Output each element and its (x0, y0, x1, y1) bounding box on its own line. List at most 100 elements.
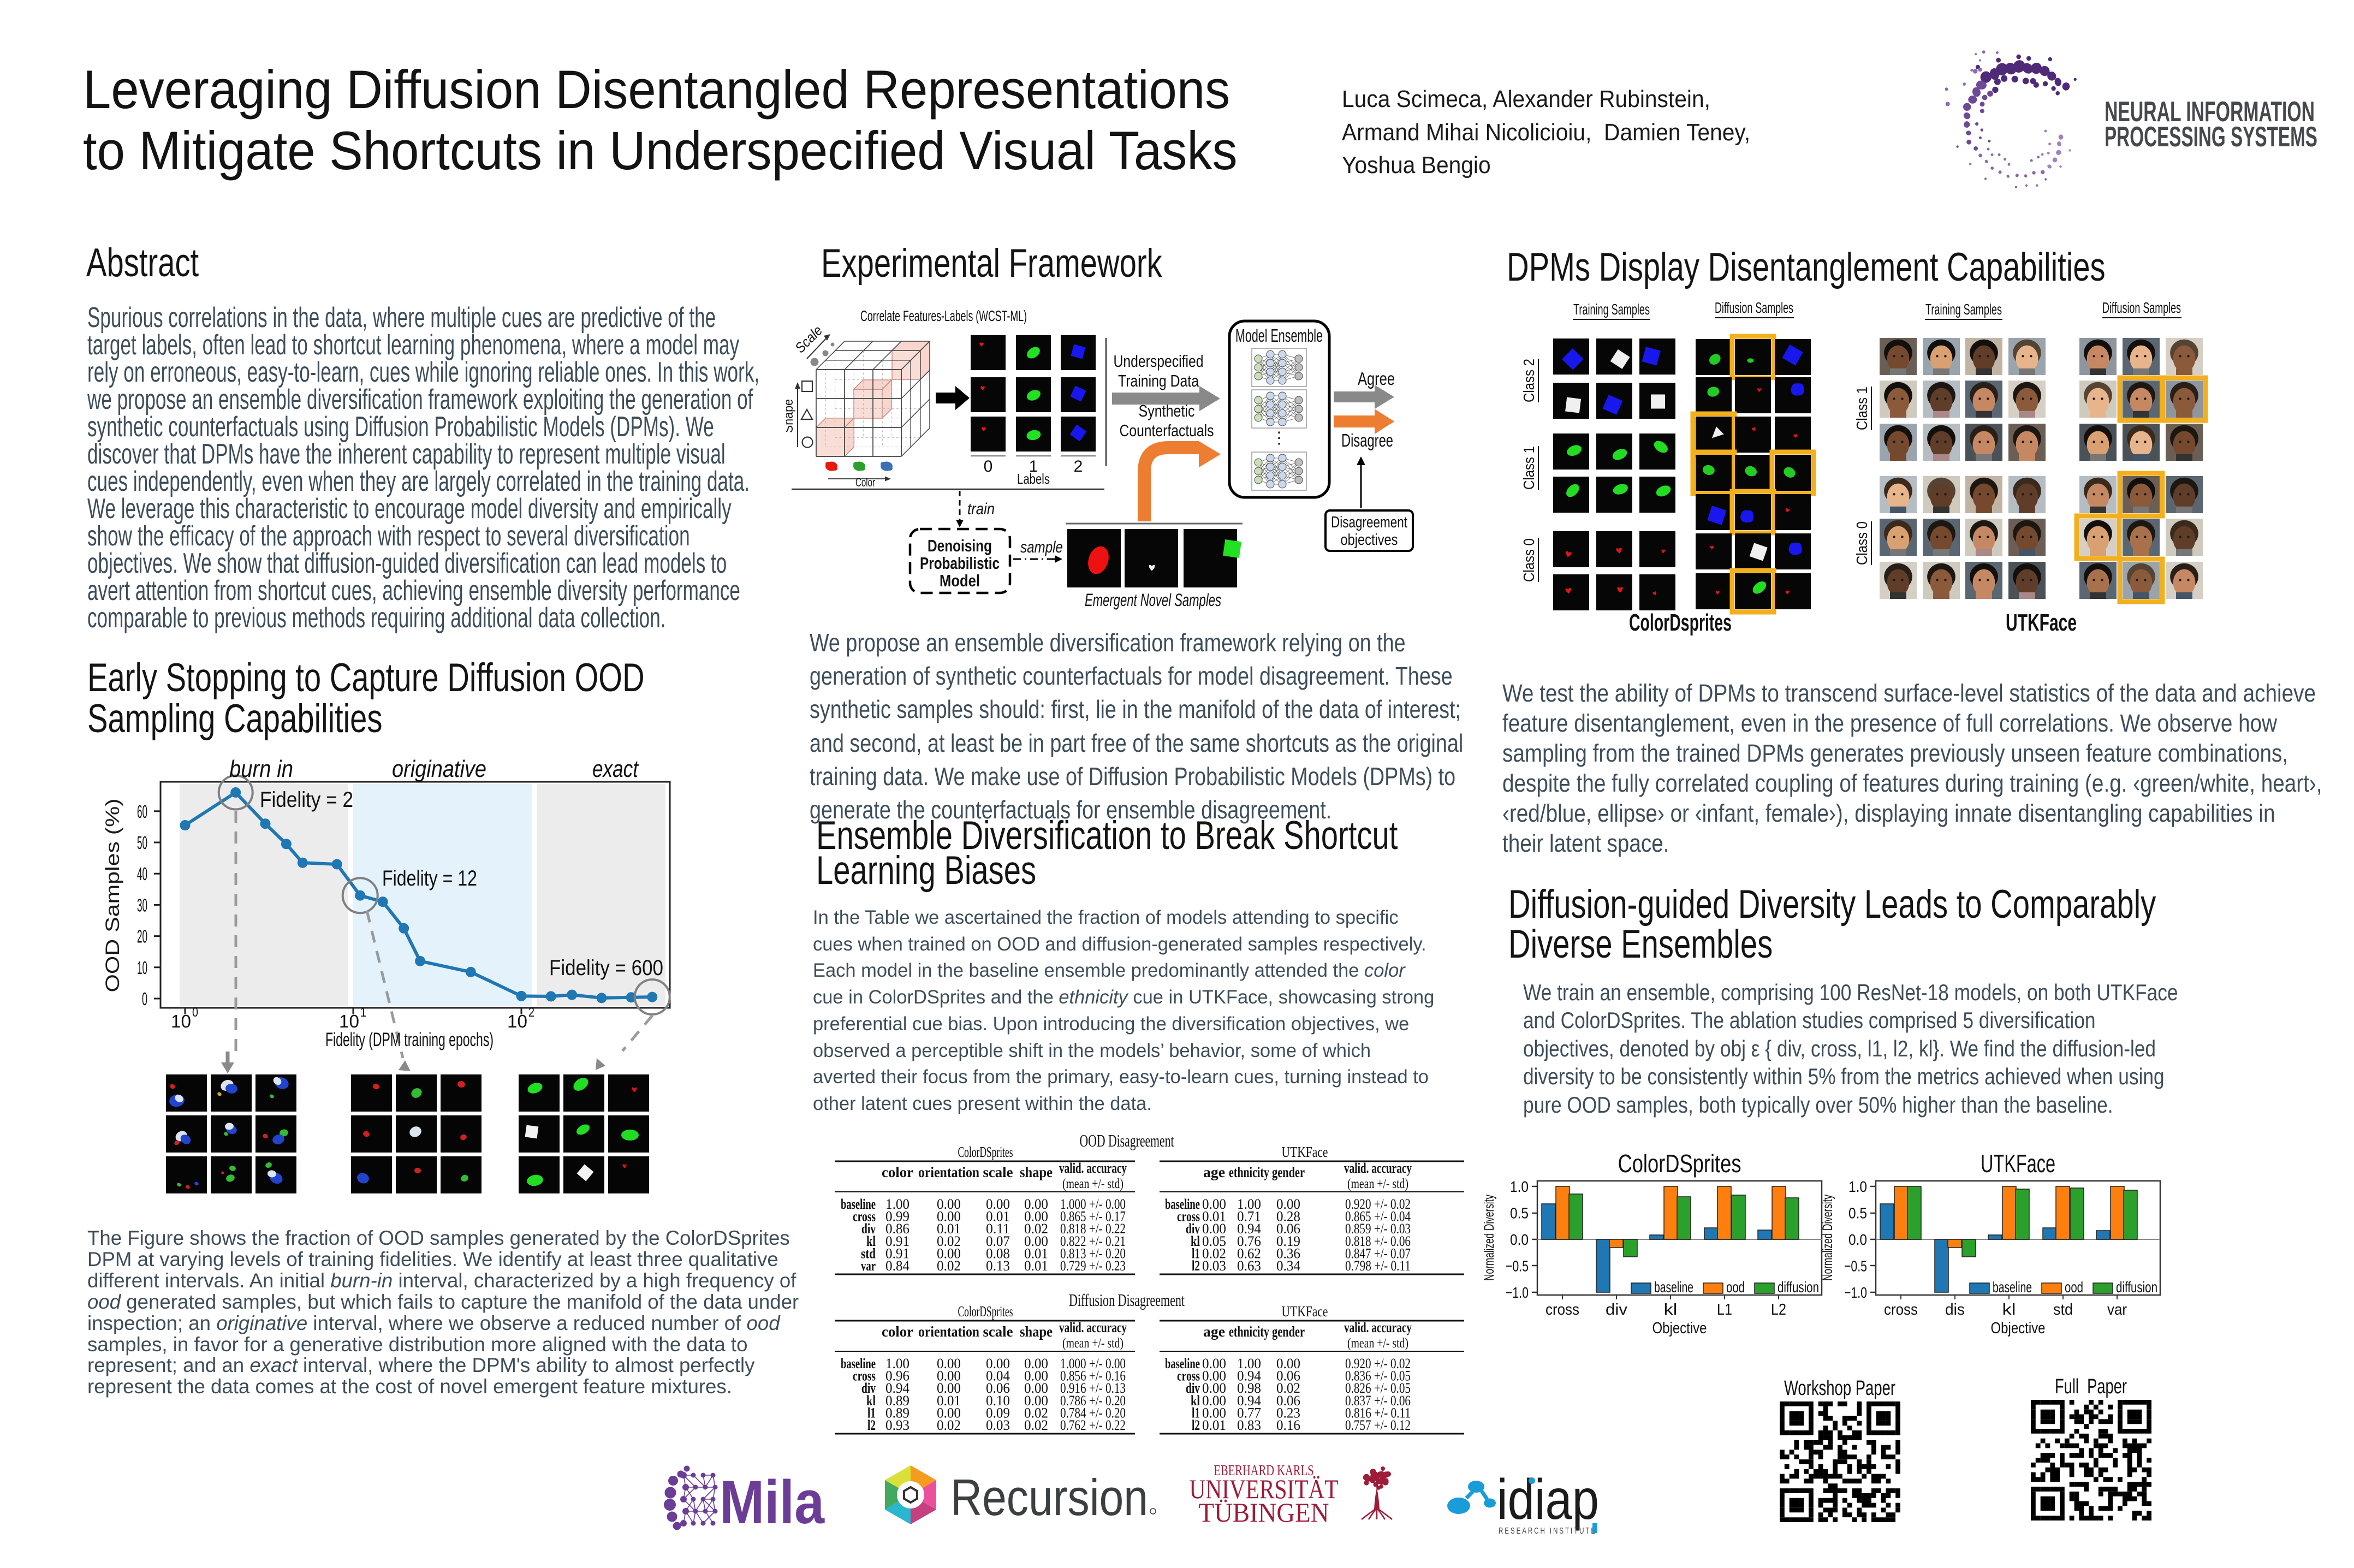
svg-text:div: div (1186, 1221, 1200, 1237)
svg-text:0.816 +/- 0.11: 0.816 +/- 0.11 (1345, 1405, 1411, 1421)
svg-text:0.93: 0.93 (885, 1417, 910, 1433)
svg-text:l1: l1 (867, 1405, 876, 1421)
svg-text:0.07: 0.07 (986, 1233, 1010, 1249)
svg-text:kl: kl (866, 1233, 876, 1249)
svg-text:kl: kl (1191, 1393, 1200, 1409)
svg-text:1.00: 1.00 (885, 1356, 910, 1371)
svg-text:0: 0 (142, 989, 147, 1009)
svg-text:Shape: Shape (786, 399, 796, 433)
svg-text:Training Data: Training Data (1118, 371, 1199, 390)
svg-text:ood: ood (2065, 1279, 2083, 1296)
svg-text:0.729 +/- 0.23: 0.729 +/- 0.23 (1060, 1258, 1126, 1274)
svg-text:diffusion: diffusion (2116, 1279, 2157, 1296)
svg-text:0.786 +/- 0.20: 0.786 +/- 0.20 (1060, 1393, 1126, 1409)
svg-text:objectives: objectives (1341, 531, 1398, 549)
svg-text:0.36: 0.36 (1276, 1245, 1300, 1261)
svg-text:0.01: 0.01 (1202, 1209, 1226, 1225)
svg-text:0.818 +/- 0.06: 0.818 +/- 0.06 (1345, 1233, 1411, 1249)
svg-text:0.00: 0.00 (1024, 1356, 1048, 1371)
svg-text:0.08: 0.08 (986, 1245, 1010, 1261)
svg-text:baseline: baseline (1654, 1279, 1693, 1296)
svg-text:0.00: 0.00 (1276, 1196, 1300, 1212)
svg-text:0.02: 0.02 (937, 1417, 961, 1433)
svg-text:0.89: 0.89 (885, 1405, 910, 1421)
svg-text:NEURAL INFORMATION: NEURAL INFORMATION (2105, 96, 2315, 128)
svg-text:0.00: 0.00 (937, 1196, 961, 1212)
svg-text:0.813 +/- 0.20: 0.813 +/- 0.20 (1060, 1245, 1126, 1261)
svg-text:Disagree: Disagree (1341, 430, 1393, 450)
svg-text:ColorDSprites: ColorDSprites (1618, 1149, 1741, 1178)
svg-text:Emergent Novel Samples: Emergent Novel Samples (1085, 590, 1221, 610)
svg-text:0.784 +/- 0.20: 0.784 +/- 0.20 (1060, 1405, 1126, 1421)
svg-text:(mean +/- std): (mean +/- std) (1062, 1177, 1124, 1191)
svg-text:Counterfactuals: Counterfactuals (1120, 421, 1214, 440)
svg-text:0.757 +/- 0.12: 0.757 +/- 0.12 (1345, 1417, 1411, 1433)
svg-text:Objective: Objective (1991, 1320, 2046, 1337)
svg-text:UTKFace: UTKFace (1282, 1303, 1328, 1320)
svg-text:0.5: 0.5 (1510, 1205, 1529, 1222)
svg-text:var: var (2107, 1301, 2127, 1318)
svg-text:valid. accuracy: valid. accuracy (1059, 1160, 1127, 1176)
svg-text:10: 10 (137, 958, 147, 978)
svg-text:std: std (861, 1245, 876, 1261)
svg-text:Class 1: Class 1 (1520, 446, 1537, 490)
svg-text:0.62: 0.62 (1237, 1245, 1261, 1261)
svg-text:gender: gender (1272, 1164, 1305, 1180)
svg-text:1.00: 1.00 (885, 1196, 910, 1212)
svg-text:UTKFace: UTKFace (1981, 1149, 2055, 1178)
svg-text:0.00: 0.00 (937, 1380, 961, 1396)
svg-text:div: div (861, 1221, 876, 1237)
svg-text:0.00: 0.00 (937, 1368, 961, 1384)
svg-text:0.5: 0.5 (1848, 1205, 1867, 1222)
svg-text:0.84: 0.84 (885, 1258, 910, 1274)
svg-text:0.99: 0.99 (885, 1209, 910, 1225)
svg-text:var: var (861, 1258, 876, 1274)
svg-text:0.63: 0.63 (1237, 1258, 1261, 1274)
svg-text:dis: dis (1945, 1301, 1965, 1318)
svg-text:Training Samples: Training Samples (1573, 301, 1650, 318)
svg-text:Synthetic: Synthetic (1139, 401, 1195, 420)
svg-text:⋮: ⋮ (1271, 429, 1287, 447)
svg-text:Probabilistic: Probabilistic (920, 554, 1000, 573)
svg-text:0.11: 0.11 (986, 1221, 1010, 1237)
svg-text:Fidelity = 2: Fidelity = 2 (260, 788, 353, 812)
svg-text:1: 1 (360, 1005, 366, 1020)
svg-text:cross: cross (853, 1368, 876, 1384)
svg-text:0.13: 0.13 (986, 1258, 1010, 1274)
svg-text:baseline: baseline (1165, 1356, 1200, 1371)
svg-text:0.00: 0.00 (986, 1356, 1010, 1371)
svg-text:0.856 +/- 0.16: 0.856 +/- 0.16 (1060, 1368, 1126, 1384)
svg-text:1.000 +/- 0.00: 1.000 +/- 0.00 (1060, 1356, 1126, 1371)
svg-text:0.10: 0.10 (986, 1393, 1010, 1409)
svg-text:Diffusion Samples: Diffusion Samples (1715, 299, 1793, 316)
svg-text:Model: Model (940, 571, 980, 590)
svg-text:ethnicity: ethnicity (1229, 1164, 1269, 1180)
svg-text:baseline: baseline (1165, 1196, 1200, 1212)
svg-text:(mean +/- std): (mean +/- std) (1347, 1177, 1408, 1191)
svg-text:0.98: 0.98 (1237, 1380, 1261, 1396)
svg-text:l2: l2 (1192, 1258, 1200, 1274)
svg-text:l1: l1 (1192, 1405, 1200, 1421)
svg-text:1.000 +/- 0.00: 1.000 +/- 0.00 (1060, 1196, 1126, 1212)
svg-text:30: 30 (137, 895, 147, 915)
svg-text:diffusion: diffusion (1778, 1279, 1819, 1296)
svg-text:valid. accuracy: valid. accuracy (1059, 1320, 1127, 1335)
svg-text:exact: exact (592, 756, 639, 782)
svg-text:PROCESSING SYSTEMS: PROCESSING SYSTEMS (2105, 121, 2317, 153)
svg-text:0.00: 0.00 (1024, 1368, 1048, 1384)
svg-text:TÜBINGEN: TÜBINGEN (1199, 1497, 1329, 1528)
svg-text:Diffusion Disagreement: Diffusion Disagreement (1069, 1290, 1185, 1310)
svg-text:cross: cross (1545, 1301, 1579, 1318)
svg-text:0.00: 0.00 (1024, 1393, 1048, 1409)
svg-text:0.00: 0.00 (1202, 1368, 1226, 1384)
svg-text:age: age (1203, 1323, 1225, 1340)
svg-text:div: div (1606, 1301, 1628, 1318)
svg-text:age: age (1203, 1164, 1225, 1180)
svg-text:Workshop Paper: Workshop Paper (1784, 1377, 1895, 1400)
svg-text:baseline: baseline (841, 1356, 876, 1371)
svg-text:Fidelity (DPM training epochs): Fidelity (DPM training epochs) (325, 1029, 494, 1050)
svg-text:Class 0: Class 0 (1856, 521, 1870, 565)
svg-text:ColorDsprites: ColorDsprites (1629, 609, 1732, 636)
svg-text:0.00: 0.00 (1024, 1233, 1048, 1249)
svg-text:0.94: 0.94 (1237, 1368, 1261, 1384)
